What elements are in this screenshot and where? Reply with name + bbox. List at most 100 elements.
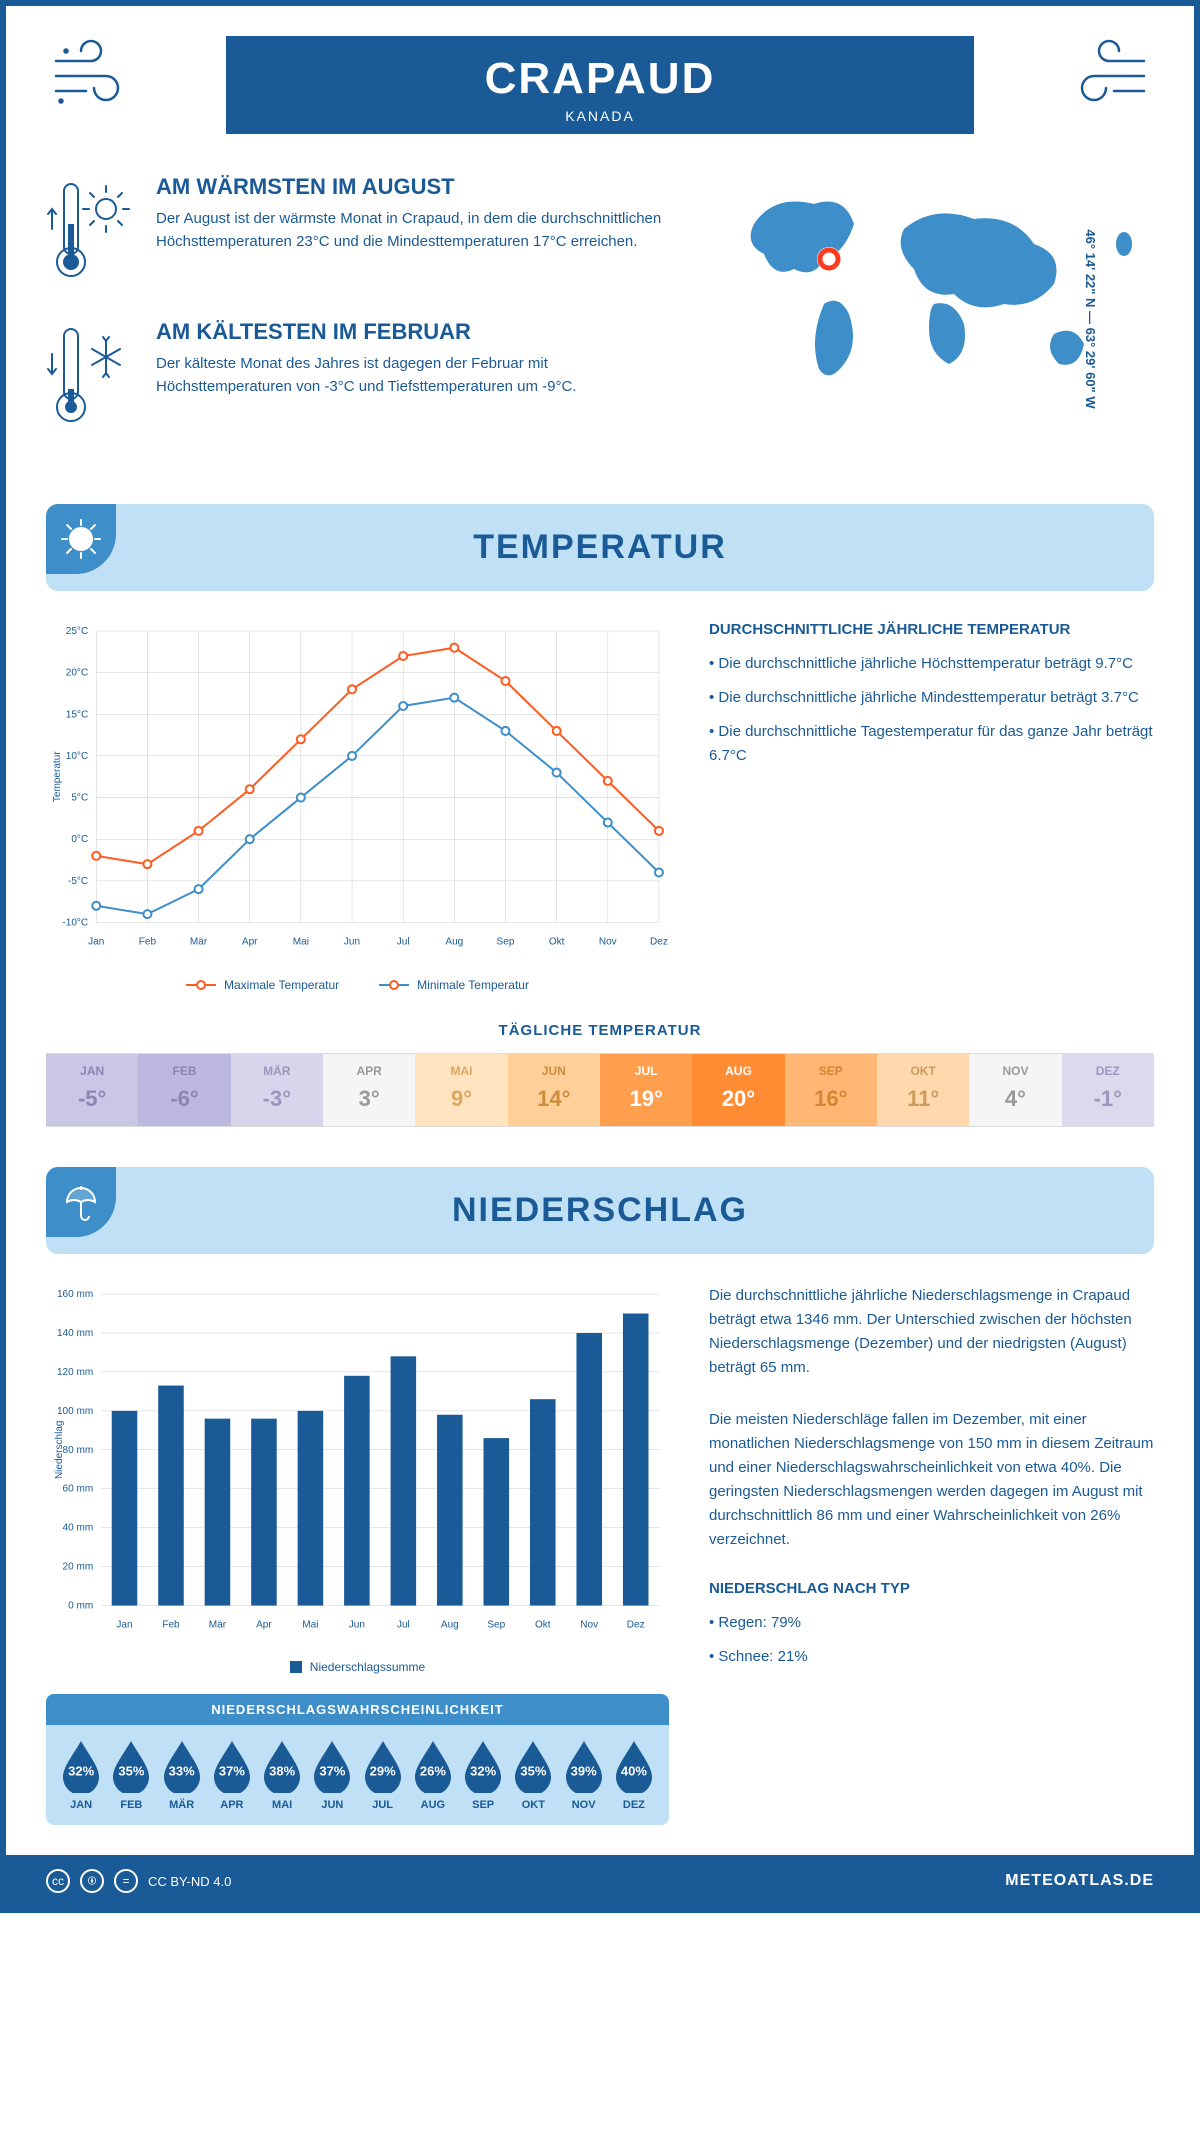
svg-text:20°C: 20°C xyxy=(66,668,88,679)
svg-text:Nov: Nov xyxy=(580,1619,598,1630)
precip-legend-label: Niederschlagssumme xyxy=(310,1660,425,1674)
temp-bullet-2: • Die durchschnittliche jährliche Mindes… xyxy=(709,686,1154,710)
precip-type-snow: • Schnee: 21% xyxy=(709,1645,1154,1669)
svg-text:Dez: Dez xyxy=(627,1619,645,1630)
by-icon: 🅯 xyxy=(80,1869,104,1893)
footer: cc 🅯 = CC BY-ND 4.0 METEOATLAS.DE xyxy=(6,1855,1194,1907)
coordinates: 46° 14' 22" N — 63° 29' 60" W xyxy=(1083,229,1098,408)
svg-text:40 mm: 40 mm xyxy=(63,1522,94,1533)
svg-text:Mai: Mai xyxy=(293,937,309,948)
wind-icon-right xyxy=(1054,36,1154,116)
svg-text:Sep: Sep xyxy=(487,1619,505,1630)
svg-text:Jul: Jul xyxy=(397,937,410,948)
thermometer-sun-icon xyxy=(46,174,136,289)
svg-text:Aug: Aug xyxy=(445,937,463,948)
temp-cell: SEP16° xyxy=(785,1054,877,1126)
probability-cell: 32%SEP xyxy=(458,1739,508,1811)
daily-temp-title: TÄGLICHE TEMPERATUR xyxy=(46,1022,1154,1039)
svg-text:Feb: Feb xyxy=(139,937,157,948)
wind-icon-left xyxy=(46,36,146,116)
probability-cell: 38%MAI xyxy=(257,1739,307,1811)
svg-text:25°C: 25°C xyxy=(66,626,88,637)
svg-text:Mär: Mär xyxy=(209,1619,227,1630)
coldest-text: Der kälteste Monat des Jahres ist dagege… xyxy=(156,353,684,398)
cc-icon: cc xyxy=(46,1869,70,1893)
temp-cell: JAN-5° xyxy=(46,1054,138,1126)
site-name: METEOATLAS.DE xyxy=(1005,1872,1154,1890)
svg-text:100 mm: 100 mm xyxy=(57,1406,93,1417)
precipitation-section-header: NIEDERSCHLAG xyxy=(46,1167,1154,1254)
temperature-legend: .legend-swatch:nth-child(1)::after{borde… xyxy=(46,978,669,992)
svg-text:Aug: Aug xyxy=(441,1619,459,1630)
temp-info-title: DURCHSCHNITTLICHE JÄHRLICHE TEMPERATUR xyxy=(709,621,1154,638)
warmest-title: AM WÄRMSTEN IM AUGUST xyxy=(156,174,684,200)
temp-cell: OKT11° xyxy=(877,1054,969,1126)
prob-title: NIEDERSCHLAGSWAHRSCHEINLICHKEIT xyxy=(46,1694,669,1725)
precip-legend: Niederschlagssumme xyxy=(46,1660,669,1674)
svg-text:0 mm: 0 mm xyxy=(68,1600,93,1611)
svg-text:Temperatur: Temperatur xyxy=(52,751,63,802)
probability-cell: 37%JUN xyxy=(307,1739,357,1811)
svg-text:160 mm: 160 mm xyxy=(57,1289,93,1300)
map-box: 46° 14' 22" N — 63° 29' 60" W xyxy=(714,174,1154,464)
svg-text:120 mm: 120 mm xyxy=(57,1367,93,1378)
temp-cell: AUG20° xyxy=(692,1054,784,1126)
probability-cell: 26%AUG xyxy=(408,1739,458,1811)
temp-cell: JUL19° xyxy=(600,1054,692,1126)
summary-section: AM WÄRMSTEN IM AUGUST Der August ist der… xyxy=(46,174,1154,464)
temp-cell: DEZ-1° xyxy=(1062,1054,1154,1126)
precipitation-title: NIEDERSCHLAG xyxy=(76,1191,1124,1230)
probability-cell: 40%DEZ xyxy=(609,1739,659,1811)
svg-text:Jan: Jan xyxy=(88,937,104,948)
svg-text:Apr: Apr xyxy=(242,937,258,948)
probability-cell: 32%JAN xyxy=(56,1739,106,1811)
svg-text:Mai: Mai xyxy=(302,1619,318,1630)
svg-text:Jul: Jul xyxy=(397,1619,410,1630)
svg-text:-10°C: -10°C xyxy=(62,917,88,928)
temp-bullet-1: • Die durchschnittliche jährliche Höchst… xyxy=(709,652,1154,676)
svg-text:Niederschlag: Niederschlag xyxy=(54,1420,65,1479)
precip-text-1: Die durchschnittliche jährliche Niedersc… xyxy=(709,1284,1154,1380)
svg-text:Sep: Sep xyxy=(497,937,515,948)
svg-text:0°C: 0°C xyxy=(71,834,88,845)
nd-icon: = xyxy=(114,1869,138,1893)
warmest-text: Der August ist der wärmste Monat in Crap… xyxy=(156,208,684,253)
temperature-section-header: TEMPERATUR xyxy=(46,504,1154,591)
header-row: CRAPAUD KANADA xyxy=(46,36,1154,154)
legend-max-label: Maximale Temperatur xyxy=(224,978,339,992)
temp-cell: MAI9° xyxy=(415,1054,507,1126)
svg-text:Jan: Jan xyxy=(116,1619,132,1630)
svg-text:Jun: Jun xyxy=(349,1619,365,1630)
precip-type-title: NIEDERSCHLAG NACH TYP xyxy=(709,1580,1154,1597)
svg-text:Nov: Nov xyxy=(599,937,617,948)
svg-text:Feb: Feb xyxy=(162,1619,180,1630)
probability-cell: 33%MÄR xyxy=(157,1739,207,1811)
temp-cell: FEB-6° xyxy=(138,1054,230,1126)
svg-text:Okt: Okt xyxy=(549,937,565,948)
precip-text-2: Die meisten Niederschläge fallen im Deze… xyxy=(709,1408,1154,1552)
probability-cell: 35%FEB xyxy=(106,1739,156,1811)
legend-min-label: Minimale Temperatur xyxy=(417,978,529,992)
svg-text:5°C: 5°C xyxy=(71,793,88,804)
svg-text:Apr: Apr xyxy=(256,1619,272,1630)
daily-temp-table: JAN-5°FEB-6°MÄR-3°APR3°MAI9°JUN14°JUL19°… xyxy=(46,1053,1154,1127)
probability-cell: 35%OKT xyxy=(508,1739,558,1811)
probability-cell: 37%APR xyxy=(207,1739,257,1811)
svg-text:Mär: Mär xyxy=(190,937,208,948)
warmest-fact: AM WÄRMSTEN IM AUGUST Der August ist der… xyxy=(46,174,684,289)
precipitation-probability-box: NIEDERSCHLAGSWAHRSCHEINLICHKEIT 32%JAN35… xyxy=(46,1694,669,1825)
svg-text:15°C: 15°C xyxy=(66,709,88,720)
page-title: CRAPAUD xyxy=(226,54,974,104)
temp-cell: JUN14° xyxy=(508,1054,600,1126)
svg-text:60 mm: 60 mm xyxy=(63,1483,94,1494)
license-text: CC BY-ND 4.0 xyxy=(148,1874,231,1889)
precipitation-info: Die durchschnittliche jährliche Niedersc… xyxy=(709,1284,1154,1826)
coldest-title: AM KÄLTESTEN IM FEBRUAR xyxy=(156,319,684,345)
temperature-info: DURCHSCHNITTLICHE JÄHRLICHE TEMPERATUR •… xyxy=(709,621,1154,992)
coldest-fact: AM KÄLTESTEN IM FEBRUAR Der kälteste Mon… xyxy=(46,319,684,434)
temp-bullet-3: • Die durchschnittliche Tagestemperatur … xyxy=(709,720,1154,768)
svg-text:-5°C: -5°C xyxy=(68,876,88,887)
probability-cell: 39%NOV xyxy=(559,1739,609,1811)
infographic-container: CRAPAUD KANADA AM WÄRMSTEN IM AUGUST Der… xyxy=(0,0,1200,1913)
subtitle: KANADA xyxy=(226,108,974,124)
